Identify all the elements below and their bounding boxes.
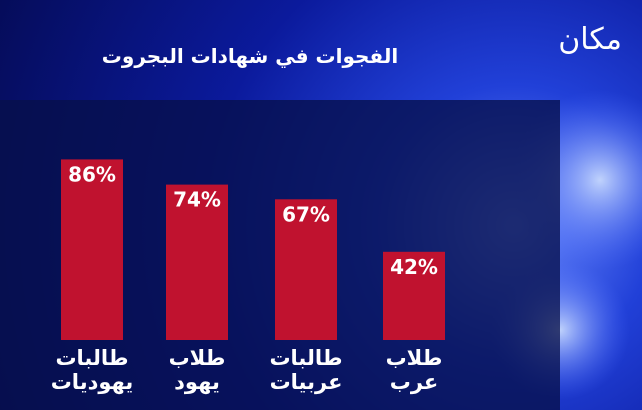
bar	[166, 184, 228, 340]
bar	[383, 251, 445, 340]
logo: مكان	[558, 22, 622, 57]
value-label: 67%	[282, 202, 330, 226]
bar	[275, 199, 337, 340]
bar	[61, 159, 123, 340]
value-label: 74%	[173, 188, 221, 212]
chart-title: الفجوات في شهادات البجروت	[101, 44, 399, 68]
x-tick-label: طالبات يهوديات	[50, 346, 134, 394]
x-tick-label: طلاب يهود	[168, 346, 226, 394]
value-label: 86%	[68, 162, 116, 186]
x-tick-label: طالبات عربيات	[269, 346, 343, 394]
x-tick-label: طلاب عرب	[385, 346, 443, 394]
value-label: 42%	[390, 255, 438, 279]
